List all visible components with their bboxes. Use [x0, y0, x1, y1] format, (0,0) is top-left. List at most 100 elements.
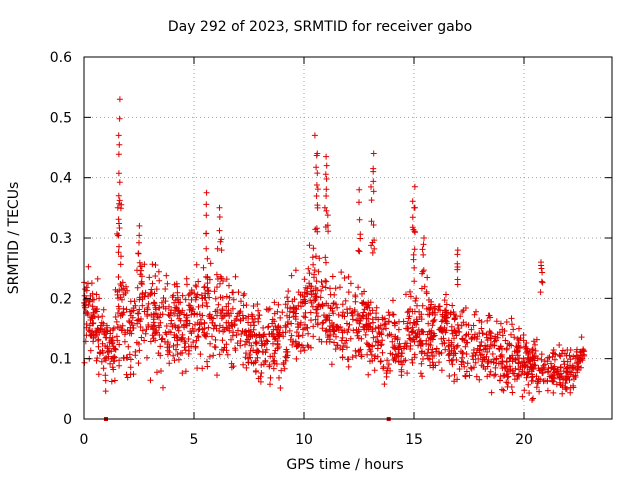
data-point	[360, 299, 367, 306]
data-point	[515, 360, 522, 367]
data-point	[491, 372, 498, 379]
data-point	[127, 371, 134, 378]
data-point	[127, 298, 134, 305]
data-point	[109, 340, 116, 347]
data-point	[574, 369, 581, 376]
data-point	[116, 362, 123, 369]
data-point	[373, 304, 380, 311]
data-point	[398, 366, 405, 373]
data-point	[194, 311, 201, 318]
data-point	[522, 343, 529, 350]
data-point	[380, 363, 387, 370]
data-point	[354, 317, 361, 324]
data-point	[349, 316, 356, 323]
data-point	[308, 291, 315, 298]
data-point	[136, 232, 143, 239]
data-point	[331, 339, 337, 346]
data-point	[451, 316, 458, 323]
data-point	[238, 298, 244, 305]
data-point	[308, 317, 314, 324]
data-point	[270, 365, 277, 372]
data-point	[139, 327, 146, 334]
data-point	[312, 285, 319, 292]
data-point	[527, 360, 534, 367]
data-point	[530, 377, 536, 384]
data-point	[115, 151, 122, 158]
data-point	[395, 352, 402, 359]
data-point	[305, 330, 312, 337]
data-point	[322, 277, 329, 284]
data-point	[411, 278, 418, 285]
data-point	[196, 326, 203, 332]
data-point	[350, 327, 357, 334]
data-point	[193, 283, 200, 290]
data-point	[127, 327, 134, 334]
data-point	[183, 314, 190, 321]
data-point	[391, 335, 398, 342]
data-point	[563, 377, 570, 384]
data-point	[214, 245, 221, 252]
data-point	[409, 224, 416, 231]
data-point	[302, 309, 309, 316]
data-point	[570, 365, 577, 372]
data-point	[428, 298, 435, 305]
data-point	[315, 268, 322, 275]
data-point	[372, 325, 379, 332]
data-point	[423, 305, 430, 312]
data-point	[581, 352, 588, 359]
data-point	[442, 346, 449, 353]
data-point	[339, 329, 346, 336]
data-point	[322, 284, 329, 291]
x-tick-label: 5	[190, 432, 199, 448]
data-point	[325, 228, 332, 235]
data-point	[446, 348, 453, 355]
data-point	[93, 357, 100, 364]
data-point	[298, 303, 304, 310]
data-point	[537, 289, 544, 296]
data-point	[338, 269, 345, 276]
data-point	[525, 381, 532, 388]
data-point	[458, 322, 465, 329]
data-point	[516, 345, 523, 352]
data-point	[452, 350, 459, 357]
data-point	[233, 332, 240, 338]
data-point	[383, 370, 390, 377]
data-point	[114, 204, 121, 211]
data-point	[99, 326, 106, 333]
data-point	[252, 357, 259, 364]
data-point	[132, 348, 139, 355]
x-tick-label: 10	[295, 432, 313, 448]
data-point	[157, 352, 164, 359]
data-point	[252, 368, 259, 375]
data-point	[368, 242, 375, 249]
data-point	[553, 368, 560, 375]
data-point	[410, 319, 417, 326]
data-point	[370, 150, 377, 157]
data-point	[310, 245, 317, 252]
data-point	[109, 355, 116, 362]
data-point	[206, 276, 213, 283]
data-point	[100, 306, 107, 313]
data-point	[223, 319, 230, 326]
data-point	[123, 283, 129, 290]
data-point	[84, 310, 91, 317]
data-point	[504, 340, 511, 347]
data-point	[327, 285, 333, 292]
data-point	[369, 239, 376, 246]
data-point	[201, 283, 208, 290]
data-point	[516, 325, 522, 332]
data-point	[216, 227, 223, 234]
data-point	[356, 199, 362, 206]
data-point	[121, 338, 128, 345]
data-point	[199, 312, 206, 319]
data-point	[341, 275, 348, 281]
data-point	[147, 291, 154, 298]
data-point	[245, 355, 251, 362]
x-tick-label: 20	[515, 432, 533, 448]
data-point	[179, 292, 186, 299]
x-tick-label: 15	[405, 432, 423, 448]
data-point	[533, 336, 540, 343]
data-point	[118, 201, 125, 208]
data-point	[166, 312, 173, 319]
